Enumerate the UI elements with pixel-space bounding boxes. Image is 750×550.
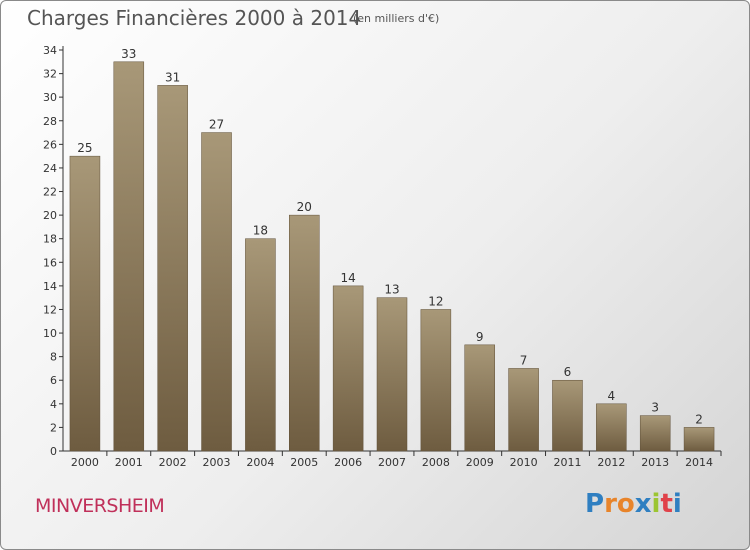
y-tick-label: 32 xyxy=(43,68,57,81)
x-tick-label: 2009 xyxy=(466,456,494,469)
data-label: 2 xyxy=(695,412,703,426)
logo-letter: i xyxy=(651,489,661,519)
data-label: 9 xyxy=(476,330,484,344)
x-tick-label: 2012 xyxy=(597,456,625,469)
y-tick-label: 0 xyxy=(50,445,57,458)
bar xyxy=(201,132,232,452)
bar xyxy=(113,61,145,452)
bar xyxy=(289,214,320,452)
bar xyxy=(376,297,408,452)
bar xyxy=(157,85,188,452)
x-tick-label: 2001 xyxy=(115,456,143,469)
y-tick-label: 14 xyxy=(43,280,57,293)
data-label: 31 xyxy=(165,70,180,84)
logo-letter: P xyxy=(585,489,605,519)
chart-subtitle: (en milliers d'€) xyxy=(353,12,440,25)
bar xyxy=(552,379,583,452)
chart-title: Charges Financières 2000 à 2014 xyxy=(27,6,362,30)
y-tick-label: 16 xyxy=(43,256,57,269)
x-tick-label: 2007 xyxy=(378,456,406,469)
bar xyxy=(639,415,671,452)
x-tick-label: 2014 xyxy=(685,456,713,469)
bar xyxy=(69,155,101,452)
x-tick-label: 2005 xyxy=(290,456,318,469)
bar xyxy=(683,427,715,452)
bar xyxy=(508,368,539,452)
data-label: 6 xyxy=(564,365,572,379)
x-tick-label: 2013 xyxy=(641,456,669,469)
y-tick-label: 26 xyxy=(43,138,57,151)
x-tick-label: 2008 xyxy=(422,456,450,469)
data-label: 12 xyxy=(428,294,443,308)
data-label: 18 xyxy=(253,224,268,238)
y-tick-label: 24 xyxy=(43,162,57,175)
y-tick-label: 10 xyxy=(43,327,57,340)
y-tick-label: 4 xyxy=(50,398,57,411)
bar xyxy=(332,285,364,452)
logo-letter: x xyxy=(634,489,652,519)
logo-letter: i xyxy=(672,489,682,519)
y-tick-label: 22 xyxy=(43,186,57,199)
data-label: 7 xyxy=(520,353,528,367)
y-tick-label: 20 xyxy=(43,209,57,222)
logo-letter: r xyxy=(604,489,617,519)
commune-name: MINVERSHEIM xyxy=(35,495,165,517)
bar xyxy=(596,403,627,452)
y-tick-label: 28 xyxy=(43,115,57,128)
logo-letter: t xyxy=(660,489,673,519)
y-tick-label: 30 xyxy=(43,91,57,104)
data-label: 13 xyxy=(384,283,399,297)
data-label: 33 xyxy=(121,47,136,61)
data-label: 20 xyxy=(297,200,312,214)
y-tick-label: 2 xyxy=(50,421,57,434)
data-label: 14 xyxy=(340,271,355,285)
bar xyxy=(245,238,276,452)
x-tick-label: 2003 xyxy=(203,456,231,469)
y-tick-label: 18 xyxy=(43,233,57,246)
x-tick-label: 2004 xyxy=(246,456,274,469)
data-label: 3 xyxy=(651,401,659,415)
x-tick-label: 2002 xyxy=(159,456,187,469)
y-tick-label: 12 xyxy=(43,303,57,316)
x-tick-label: 2006 xyxy=(334,456,362,469)
data-label: 25 xyxy=(77,141,92,155)
y-tick-label: 34 xyxy=(43,44,57,57)
bar xyxy=(464,344,495,452)
data-label: 27 xyxy=(209,118,224,132)
x-tick-label: 2000 xyxy=(71,456,99,469)
data-label: 4 xyxy=(608,389,616,403)
x-tick-label: 2010 xyxy=(510,456,538,469)
proxiti-logo: Proxiti xyxy=(585,489,682,519)
y-tick-label: 6 xyxy=(50,374,57,387)
logo-letter: o xyxy=(616,489,635,519)
y-tick-label: 8 xyxy=(50,351,57,364)
x-tick-label: 2011 xyxy=(553,456,581,469)
bar xyxy=(420,309,452,452)
